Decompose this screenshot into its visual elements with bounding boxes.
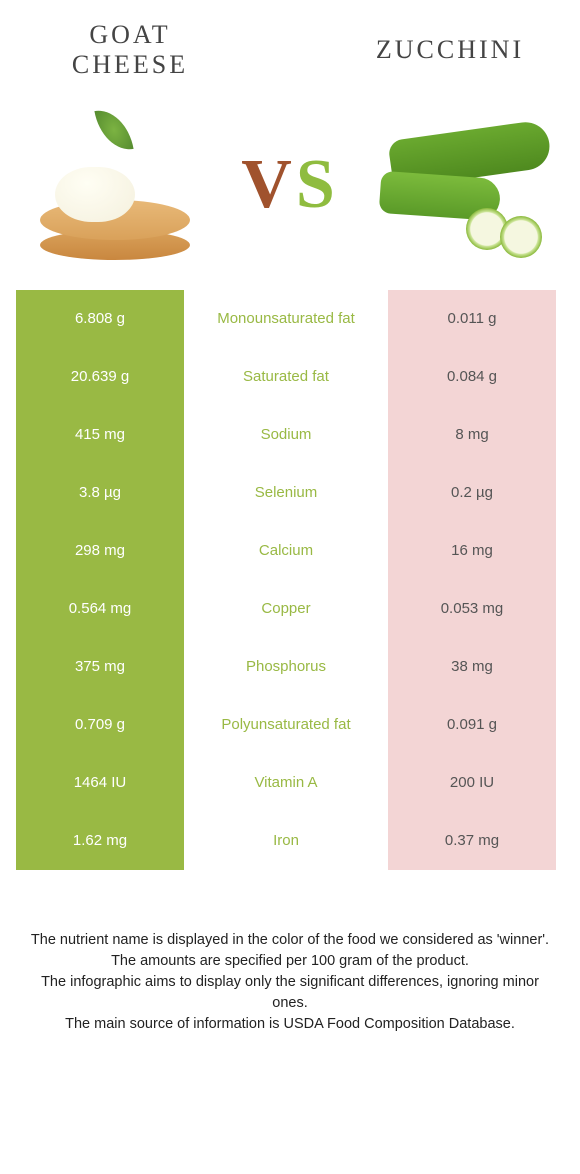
right-value: 0.084 g — [388, 348, 556, 406]
right-food-title: ZUCCHINI — [350, 35, 550, 65]
right-value: 0.2 µg — [388, 464, 556, 522]
right-value: 0.053 mg — [388, 580, 556, 638]
images-row: VS — [0, 90, 580, 290]
left-value: 1464 IU — [16, 754, 184, 812]
table-row: 1.62 mgIron0.37 mg — [16, 812, 564, 870]
left-food-title: GOAT CHEESE — [30, 20, 230, 80]
left-value: 298 mg — [16, 522, 184, 580]
footer-line: The infographic aims to display only the… — [30, 972, 550, 1014]
left-value: 20.639 g — [16, 348, 184, 406]
footer-line: The nutrient name is displayed in the co… — [30, 930, 550, 951]
nutrient-label: Iron — [186, 812, 386, 870]
nutrient-label: Polyunsaturated fat — [186, 696, 386, 754]
footer-line: The main source of information is USDA F… — [30, 1014, 550, 1035]
header: GOAT CHEESE ZUCCHINI — [0, 0, 580, 90]
left-value: 415 mg — [16, 406, 184, 464]
nutrient-label: Phosphorus — [186, 638, 386, 696]
nutrient-label: Vitamin A — [186, 754, 386, 812]
nutrient-label: Saturated fat — [186, 348, 386, 406]
right-value: 200 IU — [388, 754, 556, 812]
nutrient-table: 6.808 gMonounsaturated fat0.011 g20.639 … — [16, 290, 564, 870]
nutrient-label: Selenium — [186, 464, 386, 522]
table-row: 1464 IUVitamin A200 IU — [16, 754, 564, 812]
table-row: 0.709 gPolyunsaturated fat0.091 g — [16, 696, 564, 754]
table-row: 298 mgCalcium16 mg — [16, 522, 564, 580]
table-row: 415 mgSodium8 mg — [16, 406, 564, 464]
left-value: 0.564 mg — [16, 580, 184, 638]
zucchini-image — [370, 100, 560, 270]
left-value: 0.709 g — [16, 696, 184, 754]
goat-cheese-image — [20, 100, 210, 270]
nutrient-label: Monounsaturated fat — [186, 290, 386, 348]
leaf-icon — [94, 105, 133, 154]
footer-notes: The nutrient name is displayed in the co… — [0, 870, 580, 1035]
right-value: 8 mg — [388, 406, 556, 464]
right-value: 0.011 g — [388, 290, 556, 348]
right-value: 16 mg — [388, 522, 556, 580]
right-value: 0.091 g — [388, 696, 556, 754]
table-row: 20.639 gSaturated fat0.084 g — [16, 348, 564, 406]
footer-line: The amounts are specified per 100 gram o… — [30, 951, 550, 972]
nutrient-label: Calcium — [186, 522, 386, 580]
left-value: 6.808 g — [16, 290, 184, 348]
left-value: 3.8 µg — [16, 464, 184, 522]
nutrient-label: Sodium — [186, 406, 386, 464]
right-value: 0.37 mg — [388, 812, 556, 870]
vs-label: VS — [241, 145, 339, 225]
left-value: 1.62 mg — [16, 812, 184, 870]
left-value: 375 mg — [16, 638, 184, 696]
table-row: 6.808 gMonounsaturated fat0.011 g — [16, 290, 564, 348]
table-row: 0.564 mgCopper0.053 mg — [16, 580, 564, 638]
table-row: 3.8 µgSelenium0.2 µg — [16, 464, 564, 522]
table-row: 375 mgPhosphorus38 mg — [16, 638, 564, 696]
right-value: 38 mg — [388, 638, 556, 696]
nutrient-label: Copper — [186, 580, 386, 638]
